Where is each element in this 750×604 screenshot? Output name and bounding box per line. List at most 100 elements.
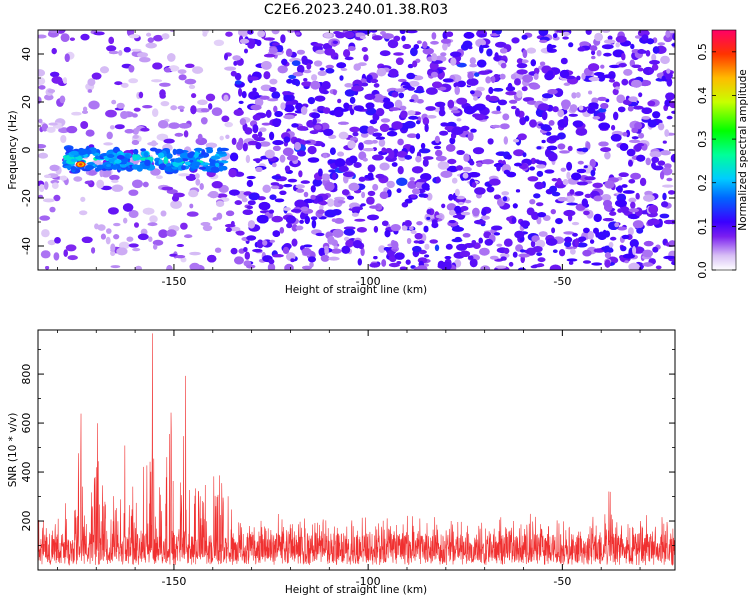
heatmap-cell xyxy=(462,166,472,172)
heatmap-cell xyxy=(113,222,121,227)
heatmap-cell xyxy=(328,256,340,261)
heatmap-cell xyxy=(360,203,366,207)
heatmap-cell xyxy=(349,96,356,104)
heatmap-cell xyxy=(469,160,475,166)
snr-frame xyxy=(37,329,676,571)
heatmap-cell xyxy=(551,178,558,182)
heatmap-cell xyxy=(468,172,481,178)
heatmap-cell xyxy=(296,49,305,55)
heatmap-cell xyxy=(582,260,592,264)
heatmap-cell xyxy=(437,260,445,268)
heatmap-cell xyxy=(332,40,339,45)
heatmap-cell xyxy=(426,87,438,95)
heatmap-cell xyxy=(530,157,537,165)
heatmap-cell xyxy=(362,148,375,152)
heatmap-cell xyxy=(128,189,139,196)
heatmap-cell xyxy=(416,99,424,104)
heatmap-cell xyxy=(551,227,556,234)
colorbar-label: Normalized spectral amplitude xyxy=(737,69,749,230)
heatmap-cell xyxy=(379,191,389,199)
heatmap-cell xyxy=(262,240,268,246)
heatmap-cell xyxy=(546,145,558,151)
heatmap-cell xyxy=(44,174,51,178)
heatmap-cell xyxy=(88,170,97,176)
heatmap-cell xyxy=(568,113,578,117)
heatmap-cell xyxy=(603,52,612,57)
heatmap-cell xyxy=(474,72,480,77)
heatmap-cell xyxy=(212,217,219,221)
heatmap-cell xyxy=(579,41,590,48)
heatmap-cell xyxy=(254,97,264,107)
heatmap-cell xyxy=(513,149,525,157)
heatmap-cell xyxy=(665,30,671,38)
heatmap-cell xyxy=(575,92,581,98)
heatmap-cell xyxy=(598,122,610,130)
heatmap-cell xyxy=(426,216,431,220)
heatmap-cell xyxy=(479,247,490,256)
heatmap-cell xyxy=(283,114,295,120)
heatmap-cell xyxy=(287,178,298,183)
heatmap-cell xyxy=(269,78,278,85)
heatmap-cell xyxy=(488,95,499,102)
heatmap-cell xyxy=(408,226,414,231)
heatmap-cell xyxy=(614,86,620,90)
heatmap-cell xyxy=(408,115,419,120)
heatmap-cell xyxy=(247,220,256,229)
heatmap-cell xyxy=(375,108,385,117)
heatmap-cell xyxy=(462,40,473,49)
heatmap-cell xyxy=(415,155,422,163)
heatmap-cell xyxy=(273,105,278,113)
heatmap-cell xyxy=(597,231,607,240)
heatmap-cell xyxy=(396,177,408,186)
heatmap-cell xyxy=(271,91,281,99)
heatmap-cell xyxy=(73,176,83,182)
heatmap-cell xyxy=(409,145,415,154)
heatmap-cell xyxy=(175,255,186,259)
y-tick-label: 400 xyxy=(20,462,33,483)
heatmap-cell xyxy=(142,181,149,188)
heatmap-cell xyxy=(80,33,90,41)
heatmap-cell xyxy=(453,82,461,88)
heatmap-cell xyxy=(552,249,558,253)
heatmap-cell xyxy=(566,258,578,262)
heatmap-cell xyxy=(192,66,204,74)
heatmap-cell xyxy=(628,139,641,143)
heatmap-cell xyxy=(609,211,617,216)
heatmap-cell xyxy=(47,239,56,246)
heatmap-cell xyxy=(493,194,501,200)
heatmap-cell xyxy=(512,251,518,258)
heatmap-cell xyxy=(651,64,659,71)
heatmap-cell xyxy=(62,77,68,84)
heatmap-cell xyxy=(472,207,480,217)
heatmap-cell xyxy=(492,88,504,92)
heatmap-cell xyxy=(423,156,434,160)
heatmap-peak xyxy=(78,163,83,166)
heatmap-cell xyxy=(631,64,642,69)
heatmap-cell xyxy=(337,121,349,125)
heatmap-cell xyxy=(344,89,356,97)
heatmap-cell xyxy=(259,127,267,132)
heatmap-cell xyxy=(359,125,370,134)
heatmap-cell xyxy=(544,169,555,174)
heatmap-cell xyxy=(271,175,282,180)
heatmap-cell xyxy=(657,42,666,46)
heatmap-cell xyxy=(353,162,362,168)
heatmap-cell xyxy=(38,152,48,159)
heatmap-cell xyxy=(97,224,106,231)
heatmap-cell xyxy=(622,253,635,259)
heatmap-cell xyxy=(303,198,315,204)
heatmap-cell xyxy=(373,256,378,260)
heatmap-cell xyxy=(457,201,465,205)
heatmap-cell xyxy=(588,76,600,82)
heatmap-cell xyxy=(230,152,239,162)
heatmap-cell xyxy=(96,179,105,189)
heatmap-cell xyxy=(482,159,494,165)
heatmap-cell xyxy=(406,238,412,244)
heatmap-cell xyxy=(46,126,56,133)
heatmap-cell xyxy=(315,232,325,237)
heatmap-cell xyxy=(469,63,478,68)
heatmap-cell xyxy=(176,244,184,247)
heatmap-cell xyxy=(631,79,642,88)
heatmap-cell xyxy=(551,191,561,197)
heatmap-cell xyxy=(449,209,456,216)
